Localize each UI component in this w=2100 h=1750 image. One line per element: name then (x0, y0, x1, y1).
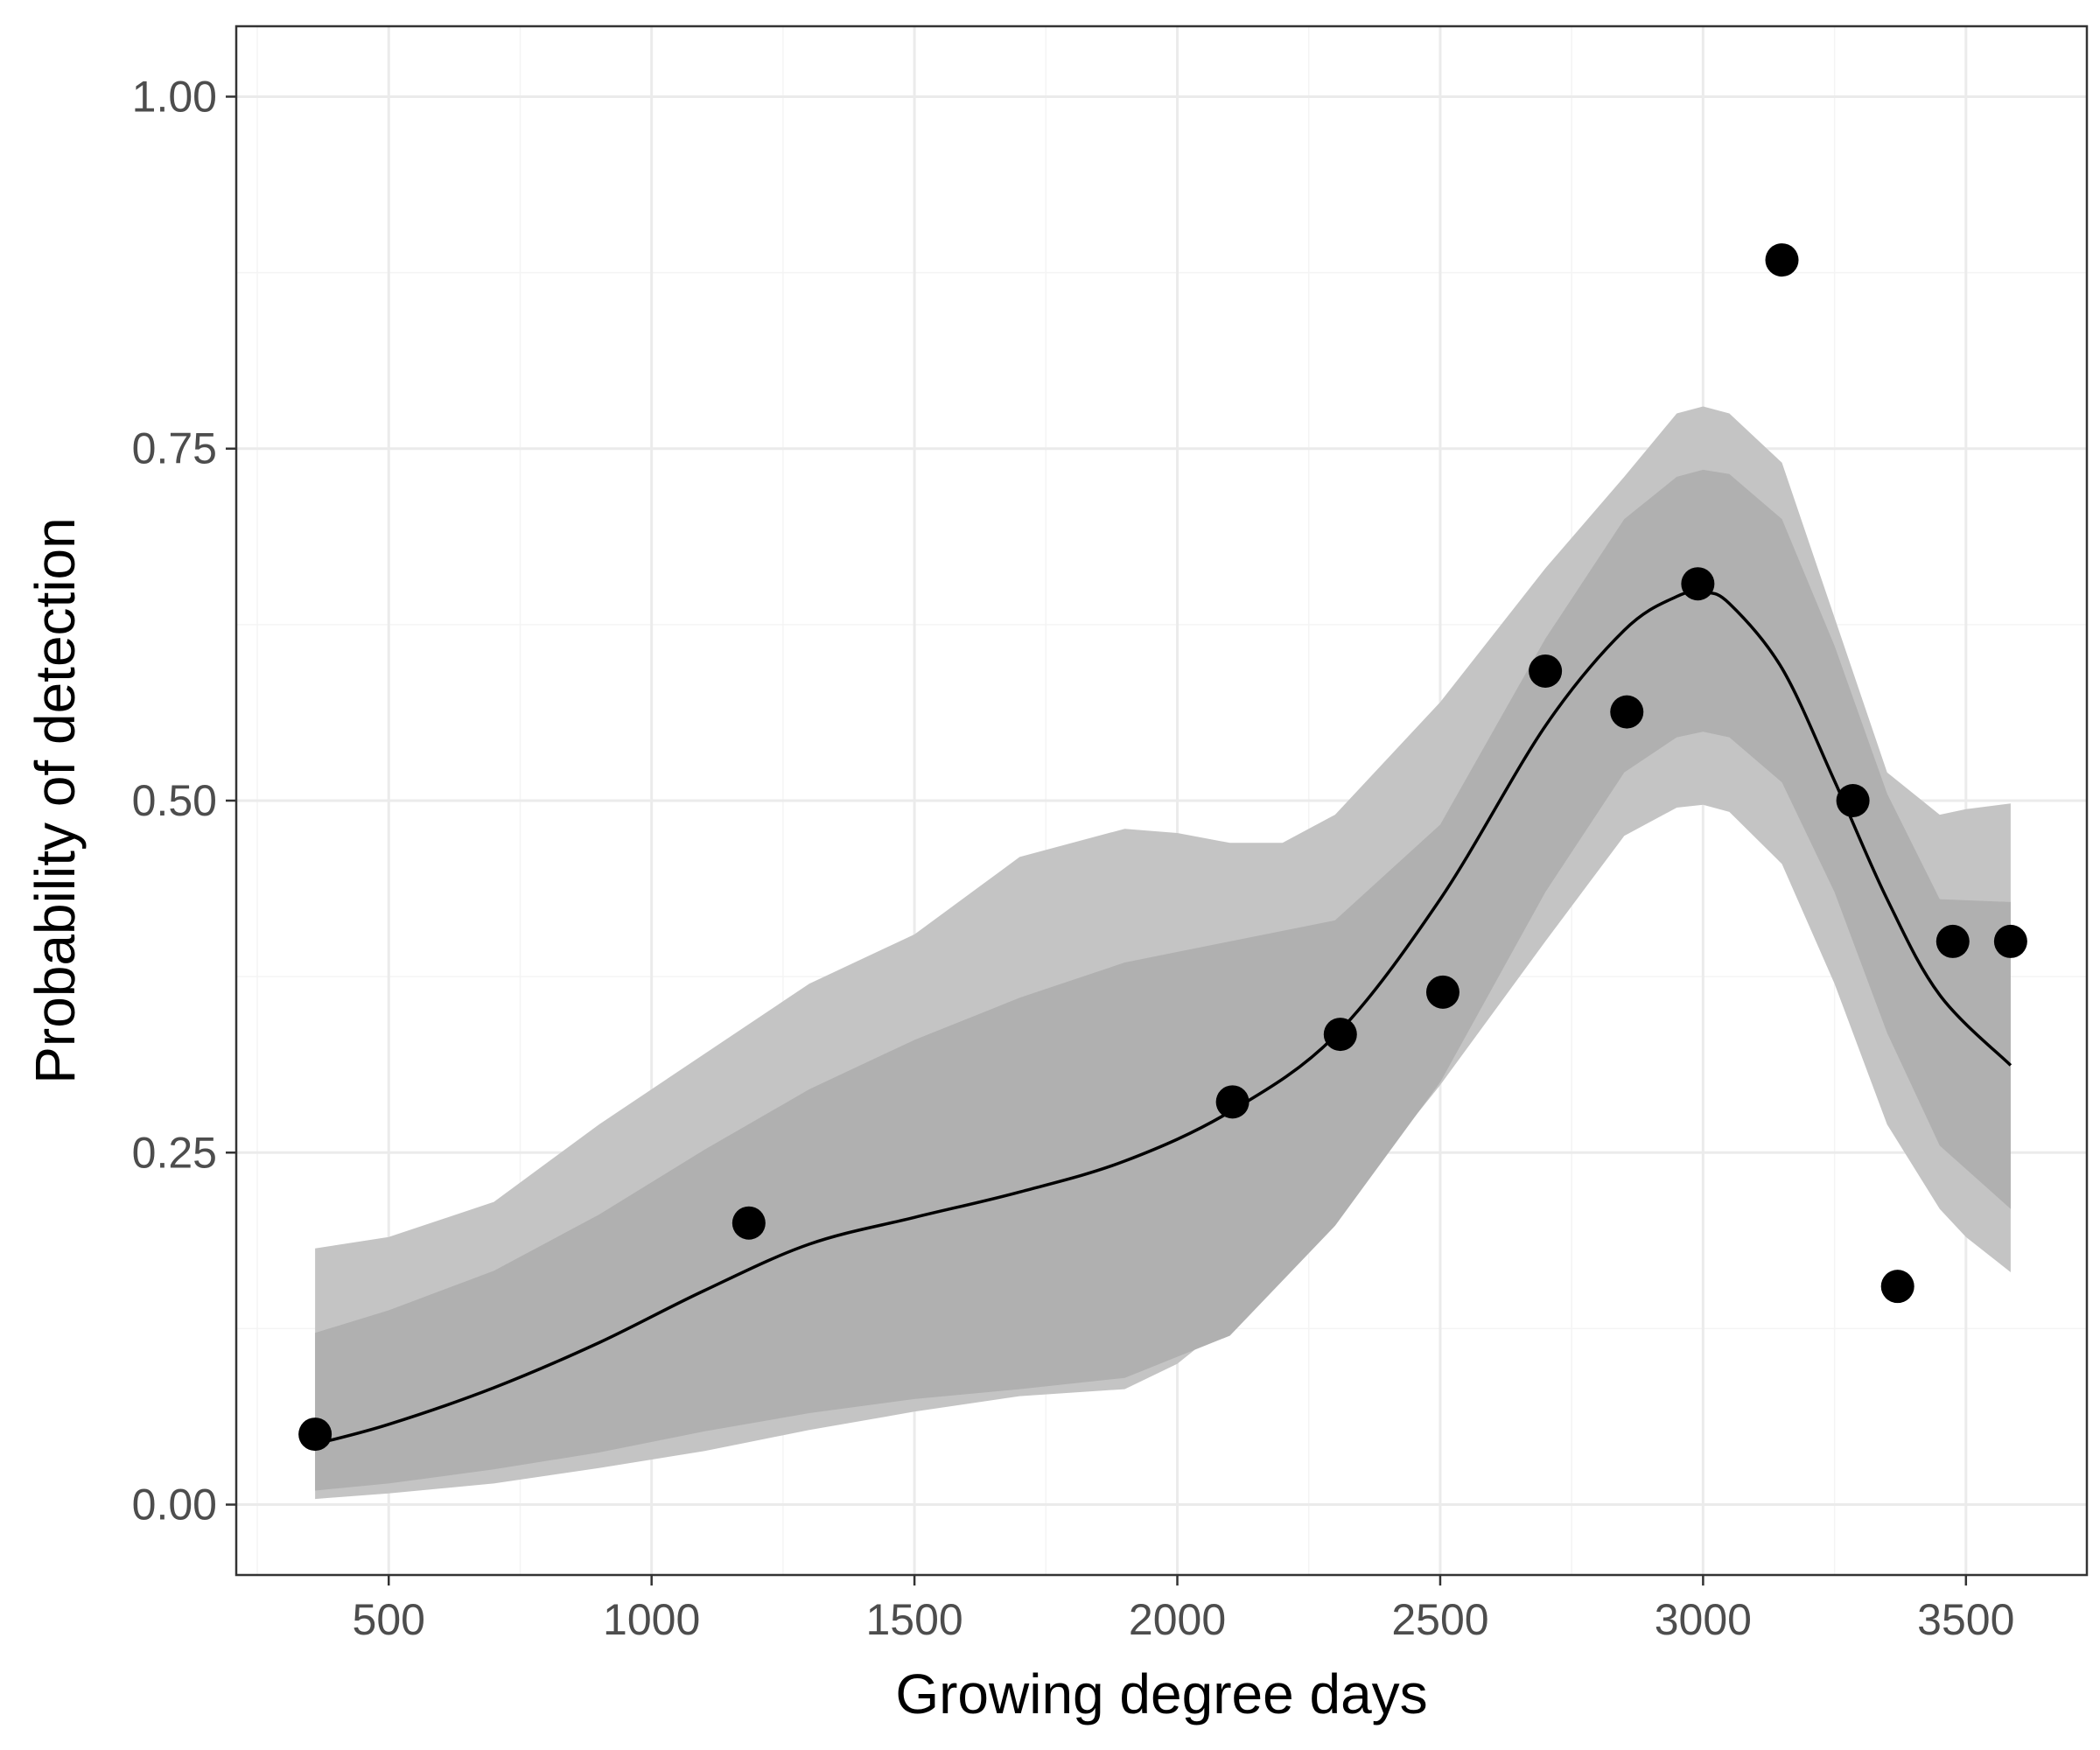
data-point (1765, 243, 1799, 277)
data-point (1215, 1085, 1250, 1119)
axis-ticks: 500 1000 1500 2000 2500 3000 3500 0.00 0.25 0.50 0… (132, 72, 2015, 1644)
data-points (298, 243, 2027, 1452)
data-point (732, 1206, 766, 1240)
x-tick-label: 3000 (1655, 1595, 1752, 1644)
data-point (1936, 924, 1970, 958)
x-tick-label: 3500 (1917, 1595, 2014, 1644)
x-axis-title: Growing degree days (895, 1662, 1427, 1726)
y-tick-label: 1.00 (132, 72, 217, 121)
y-tick-label: 0.50 (132, 776, 217, 825)
data-point (1529, 654, 1563, 688)
x-tick-label: 1000 (603, 1595, 700, 1644)
x-tick-label: 2500 (1391, 1595, 1488, 1644)
data-point (298, 1418, 332, 1452)
fit-line (314, 590, 2012, 1446)
y-axis-title: Probability of detection (24, 517, 87, 1084)
y-tick-label: 0.00 (132, 1480, 217, 1530)
data-point (1880, 1270, 1914, 1304)
grid-major (236, 26, 2087, 1575)
y-tick-label: 0.75 (132, 424, 217, 473)
x-tick-label: 500 (353, 1595, 425, 1644)
y-tick-label: 0.25 (132, 1128, 217, 1177)
fit-line-group (314, 590, 2012, 1446)
data-point (1993, 924, 2027, 958)
data-point (1836, 784, 1870, 817)
data-point (1323, 1018, 1357, 1052)
data-point (1681, 567, 1715, 601)
data-point (1425, 975, 1460, 1009)
x-tick-label: 1500 (865, 1595, 962, 1644)
x-tick-label: 2000 (1129, 1595, 1226, 1644)
data-point (1610, 695, 1644, 729)
